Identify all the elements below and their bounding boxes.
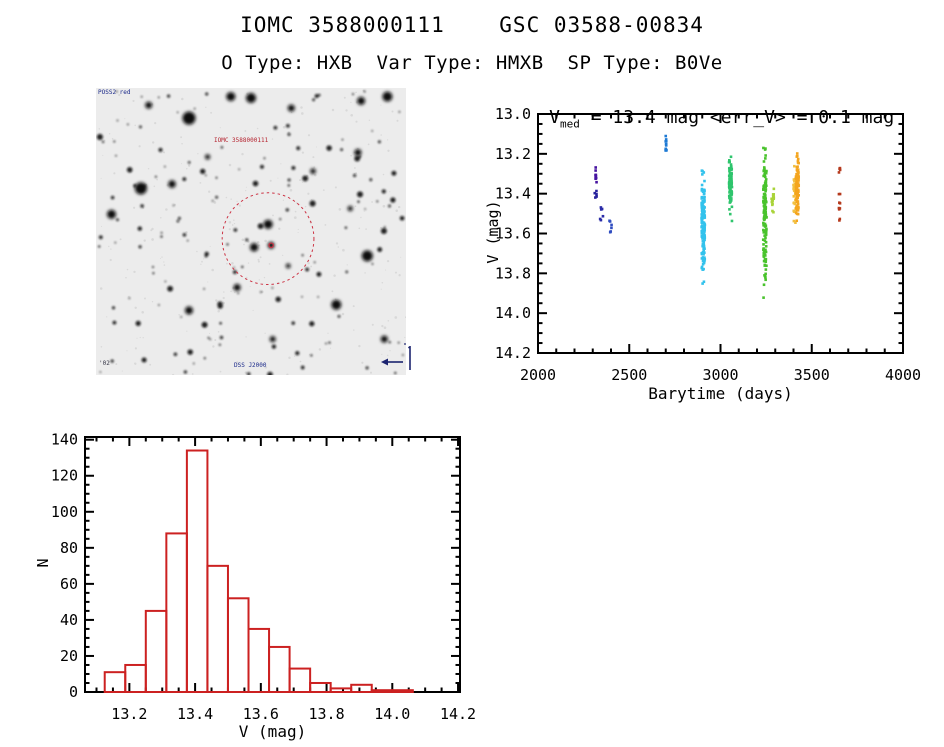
histogram-plot: 13.2 13.4 13.6 13.8 14.0 14.2 0 20 40 60 80 100 120 1…	[51, 431, 476, 723]
target-circle	[221, 192, 315, 286]
svg-text:20: 20	[60, 647, 78, 665]
svg-text:40: 40	[60, 611, 78, 629]
scatter-title: Vmed = 13.4 mag <err_V> = 0.1 mag	[549, 107, 895, 131]
svg-text:13.2: 13.2	[111, 705, 147, 723]
page-title: IOMC 3588000111 GSC 03588-00834	[240, 13, 704, 37]
page-subtitle: O Type: HXB Var Type: HMXB SP Type: B0Ve	[221, 52, 723, 74]
svg-text:2500: 2500	[611, 366, 647, 384]
scatter-cluster-epoch-1-violet	[594, 166, 598, 184]
histogram-xaxis-label: V (mag)	[238, 722, 307, 741]
svg-text:13.8: 13.8	[495, 264, 531, 282]
histogram-yaxis-label: N	[34, 558, 52, 568]
svg-text:80: 80	[60, 539, 78, 557]
compass-icon	[381, 343, 411, 370]
svg-text:13.4: 13.4	[177, 705, 213, 723]
svg-text:100: 100	[51, 503, 78, 521]
svg-text:13.0: 13.0	[495, 105, 531, 123]
svg-text:140: 140	[51, 431, 78, 449]
scatter-cluster-epoch-3-blue	[664, 134, 668, 152]
svg-text:13.6: 13.6	[495, 225, 531, 243]
histogram-bars	[103, 449, 414, 694]
svg-text:4000: 4000	[885, 366, 921, 384]
scatter-xaxis-label: Barytime (days)	[648, 384, 793, 403]
target-mark	[268, 242, 274, 249]
svg-text:13.6: 13.6	[243, 705, 279, 723]
scatter-cluster-epoch-2-blue	[608, 219, 613, 234]
finding-chart-corner-label: '02	[99, 360, 110, 367]
svg-text:0: 0	[69, 683, 78, 701]
scatter-cluster-epoch-8-red	[837, 166, 842, 222]
svg-text:13.8: 13.8	[309, 705, 345, 723]
scatter-yaxis-label: V (mag)	[484, 200, 502, 264]
scatter-cluster-epoch-6-green	[761, 146, 768, 299]
scatter-cluster-epoch-7-orange	[794, 152, 801, 223]
svg-text:3000: 3000	[702, 366, 738, 384]
finding-chart-plate-label: DSS J2000	[234, 362, 267, 369]
svg-text:2000: 2000	[520, 366, 556, 384]
svg-text:14.0: 14.0	[374, 705, 410, 723]
scatter-cluster-epoch-4-cyan	[700, 169, 707, 285]
scatter-cluster-epoch-1-navy-b	[598, 206, 605, 222]
svg-text:3500: 3500	[794, 366, 830, 384]
scatter-cluster-epoch-5-seagreen	[727, 155, 734, 223]
svg-text:120: 120	[51, 467, 78, 485]
svg-text:14.0: 14.0	[495, 304, 531, 322]
scatter-cluster-epoch-1-navy-a	[593, 189, 598, 199]
scatter-cluster-epoch-6-yellowgreen	[770, 187, 776, 214]
starfield-image	[96, 88, 407, 378]
svg-text:60: 60	[60, 575, 78, 593]
svg-text:13.4: 13.4	[495, 185, 531, 203]
finding-chart-source-label: IOMC 3588000111	[214, 137, 269, 144]
finding-chart: POSS2 red IOMC 3588000111 DSS J2000 '02	[96, 88, 407, 378]
finding-chart-survey-label: POSS2 red	[98, 89, 131, 96]
svg-text:14.2: 14.2	[440, 705, 476, 723]
svg-text:14.2: 14.2	[495, 344, 531, 362]
scatter-plot: 2000 2500 3000 3500 4000 13.0 13.2 13.4 13.6 13.8…	[495, 105, 921, 384]
svg-text:13.2: 13.2	[495, 145, 531, 163]
